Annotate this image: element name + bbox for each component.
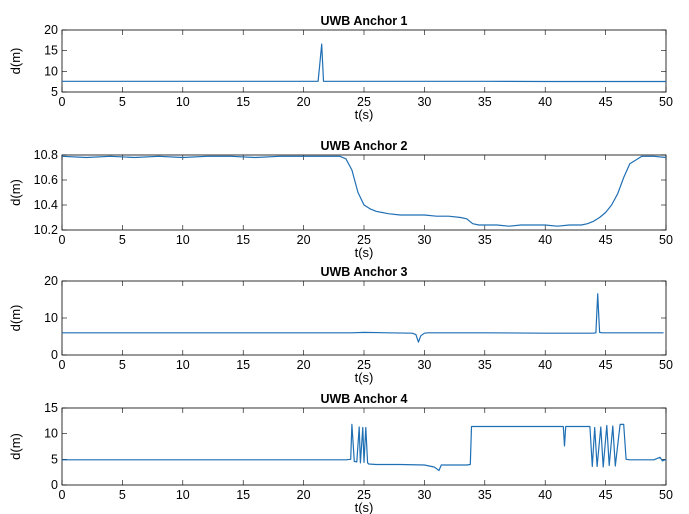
x-tick-label: 45 [599, 488, 613, 502]
y-tick-label: 20 [44, 23, 58, 37]
chart-title: UWB Anchor 3 [320, 265, 407, 279]
y-axis-label: d(m) [8, 179, 23, 206]
plot-area: 0 5 10 15 20 25 30 35 40 45 50 0 10 20 [44, 274, 673, 372]
x-tick-label: 20 [297, 233, 311, 247]
y-tick-label: 0 [51, 478, 58, 492]
y-tick-label: 20 [44, 274, 58, 288]
x-tick-label: 25 [357, 95, 371, 109]
axes-box [61, 280, 667, 356]
chart-title: UWB Anchor 2 [320, 139, 407, 153]
chart-title: UWB Anchor 4 [320, 392, 407, 406]
x-tick-label: 40 [538, 95, 552, 109]
x-tick-label: 0 [59, 95, 66, 109]
x-axis-label: t(s) [355, 107, 374, 122]
x-tick-label: 10 [176, 233, 190, 247]
x-axis-label: t(s) [355, 370, 374, 385]
x-tick-label: 35 [478, 233, 492, 247]
y-tick-label: 10 [44, 64, 58, 78]
y-tick-label: 10.6 [34, 173, 58, 187]
series-line [62, 293, 664, 343]
x-tick-label: 25 [357, 488, 371, 502]
x-tick-label: 50 [659, 95, 673, 109]
chart-title: UWB Anchor 1 [320, 14, 407, 28]
x-tick-label: 40 [538, 233, 552, 247]
x-tick-label: 0 [59, 488, 66, 502]
x-tick-label: 35 [478, 358, 492, 372]
x-tick-label: 40 [538, 358, 552, 372]
x-tick-label: 15 [236, 233, 250, 247]
y-tick-label: 5 [51, 85, 58, 99]
plot-area: 0 5 10 15 20 25 30 35 40 45 50 0 5 10 15 [44, 401, 673, 502]
plot-area: 0 5 10 15 20 25 30 35 40 45 50 10.2 10.4 10.6 10.8 [34, 148, 673, 247]
series-line [61, 155, 667, 227]
x-tick-label: 20 [297, 358, 311, 372]
subplot-anchor-3: UWB Anchor 3 d(m) t(s) 0 5 10 15 20 25 30 35 40 4… [8, 265, 673, 385]
x-axis-label: t(s) [355, 245, 374, 260]
x-tick-label: 15 [236, 95, 250, 109]
y-tick-label: 10.8 [34, 148, 58, 162]
x-tick-label: 20 [297, 488, 311, 502]
x-tick-label: 45 [599, 233, 613, 247]
x-tick-label: 35 [478, 488, 492, 502]
x-tick-label: 20 [297, 95, 311, 109]
x-tick-label: 15 [236, 358, 250, 372]
x-tick-label: 10 [176, 95, 190, 109]
x-tick-label: 50 [659, 488, 673, 502]
x-tick-label: 10 [176, 358, 190, 372]
y-axis-label: d(m) [8, 305, 23, 332]
series-line [62, 423, 667, 472]
x-tick-label: 5 [119, 233, 126, 247]
x-tick-label: 35 [478, 95, 492, 109]
x-tick-label: 50 [659, 358, 673, 372]
axes-box [61, 29, 667, 93]
x-tick-label: 30 [417, 95, 431, 109]
x-tick-label: 5 [119, 358, 126, 372]
x-tick-label: 25 [357, 358, 371, 372]
x-tick-label: 25 [357, 233, 371, 247]
y-tick-label: 5 [51, 452, 58, 466]
x-tick-label: 5 [119, 488, 126, 502]
x-tick-label: 50 [659, 233, 673, 247]
x-tick-label: 45 [599, 95, 613, 109]
x-tick-label: 30 [417, 488, 431, 502]
subplot-anchor-4: UWB Anchor 4 d(m) t(s) 0 5 10 15 20 25 30 35 40 4… [8, 392, 673, 514]
subplot-anchor-1: UWB Anchor 1 d(m) t(s) 0 5 10 15 20 25 30 35 40 4… [8, 14, 673, 122]
x-tick-label: 30 [417, 358, 431, 372]
series-line [62, 43, 666, 83]
y-tick-label: 10 [44, 311, 58, 325]
y-axis-label: d(m) [8, 48, 23, 75]
y-tick-label: 10.4 [34, 198, 58, 212]
axes-box [61, 154, 667, 231]
y-tick-label: 15 [44, 44, 58, 58]
x-tick-label: 5 [119, 95, 126, 109]
x-tick-label: 0 [59, 233, 66, 247]
y-axis-label: d(m) [8, 433, 23, 460]
y-tick-label: 15 [44, 401, 58, 415]
x-axis-label: t(s) [355, 500, 374, 514]
y-tick-label: 10.2 [34, 223, 58, 237]
x-tick-label: 0 [59, 358, 66, 372]
x-tick-label: 15 [236, 488, 250, 502]
x-tick-label: 30 [417, 233, 431, 247]
x-tick-label: 40 [538, 488, 552, 502]
x-tick-label: 45 [599, 358, 613, 372]
x-tick-label: 10 [176, 488, 190, 502]
y-tick-label: 10 [44, 427, 58, 441]
y-tick-label: 0 [51, 348, 58, 362]
subplot-anchor-2: UWB Anchor 2 d(m) t(s) 0 5 10 15 20 25 30 35 40 4… [8, 139, 673, 260]
